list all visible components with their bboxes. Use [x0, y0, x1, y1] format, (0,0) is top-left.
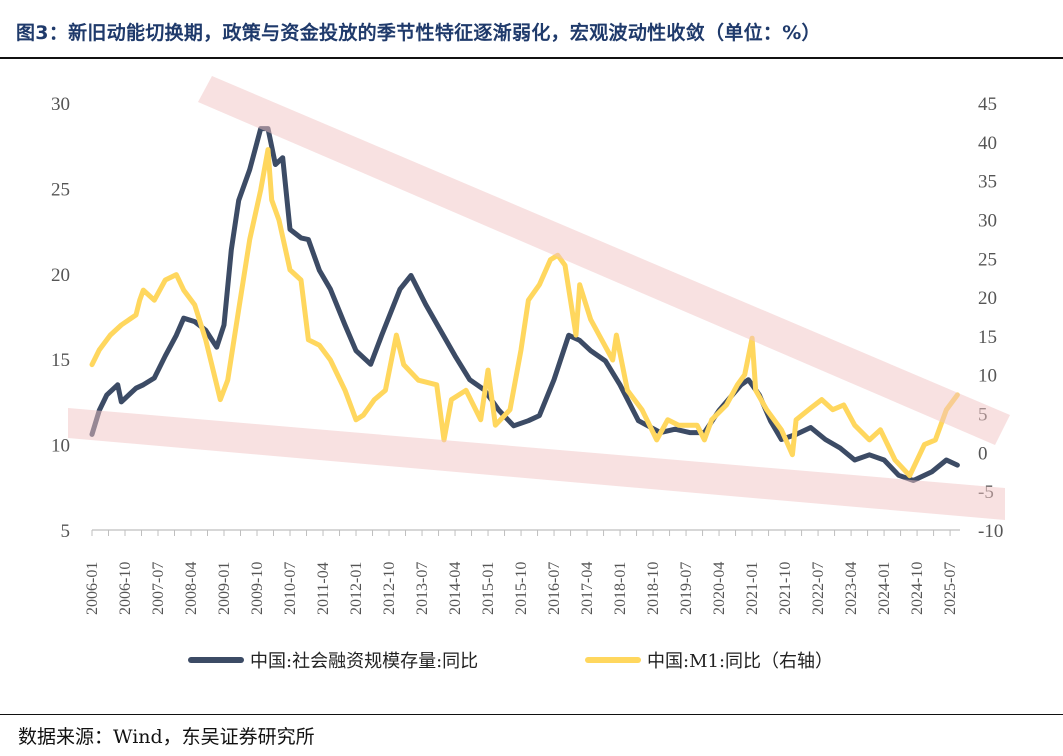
y-right-tick-label: 45 [978, 94, 997, 115]
y-right-tick-label: 10 [978, 366, 997, 387]
x-tick-label: 2018-10 [645, 562, 662, 615]
upper-trend-band [198, 76, 1010, 445]
legend-item-tsf: 中国:社会融资规模存量:同比 [188, 647, 478, 673]
y-right-tick-label: 30 [978, 210, 997, 231]
x-tick-label: 2017-04 [579, 562, 596, 615]
x-tick-label: 2019-07 [678, 562, 695, 615]
y-right-tick-label: 35 [978, 172, 997, 193]
lower-trend-band [68, 408, 1005, 520]
legend-label-tsf: 中国:社会融资规模存量:同比 [250, 651, 479, 672]
y-right-tick-label: -10 [978, 521, 1003, 542]
x-tick-label: 2006-10 [117, 562, 134, 615]
y-right-tick-label: 20 [978, 288, 997, 309]
x-tick-label: 2022-07 [810, 562, 827, 615]
x-tick-label: 2012-01 [348, 562, 365, 615]
x-tick-label: 2009-01 [216, 562, 233, 615]
x-tick-label: 2023-04 [843, 562, 860, 615]
x-tick-label: 2015-10 [513, 562, 530, 615]
x-tick-label: 2011-04 [315, 562, 332, 615]
y-left-tick-label: 20 [51, 265, 70, 286]
x-tick-label: 2006-01 [84, 562, 101, 615]
x-tick-label: 2020-04 [711, 562, 728, 615]
legend-swatch-m1 [585, 657, 641, 663]
legend-label-m1: 中国:M1:同比（右轴） [647, 651, 834, 672]
x-tick-label: 2012-10 [381, 562, 398, 615]
x-tick-label: 2024-10 [909, 562, 926, 615]
x-tick-label: 2018-01 [612, 562, 629, 615]
x-tick-label: 2013-07 [414, 562, 431, 615]
source-divider [0, 714, 1063, 715]
legend-swatch-tsf [188, 657, 244, 663]
title-divider [0, 57, 1063, 59]
x-tick-label: 2015-01 [480, 562, 497, 615]
x-tick-label: 2021-10 [777, 562, 794, 615]
x-tick-label: 2009-10 [249, 562, 266, 615]
y-left-tick-label: 25 [51, 179, 70, 200]
x-tick-label: 2016-07 [546, 562, 563, 615]
y-right-tick-label: 15 [978, 327, 997, 348]
x-tick-label: 2010-07 [282, 562, 299, 615]
x-tick-label: 2007-07 [150, 562, 167, 615]
x-tick-label: 2021-01 [744, 562, 761, 615]
y-right-tick-label: 25 [978, 249, 997, 270]
legend-item-m1: 中国:M1:同比（右轴） [585, 647, 833, 673]
series-line-m1 [89, 147, 960, 479]
y-right-tick-label: 0 [978, 443, 988, 464]
y-left-tick-label: 15 [51, 350, 70, 371]
y-left-tick-label: 5 [61, 521, 71, 542]
x-tick-label: 2025-07 [942, 562, 959, 615]
chart-title: 图3：新旧动能切换期，政策与资金投放的季节性特征逐渐弱化，宏观波动性收敛（单位：… [16, 22, 821, 44]
y-right-tick-label: 40 [978, 133, 997, 154]
y-left-tick-label: 30 [51, 94, 70, 115]
y-left-tick-label: 10 [51, 436, 70, 457]
source-note: 数据来源：Wind，东吴证券研究所 [18, 726, 315, 748]
x-tick-label: 2014-04 [447, 562, 464, 615]
x-tick-label: 2024-01 [876, 562, 893, 615]
x-tick-label: 2008-04 [183, 562, 200, 615]
